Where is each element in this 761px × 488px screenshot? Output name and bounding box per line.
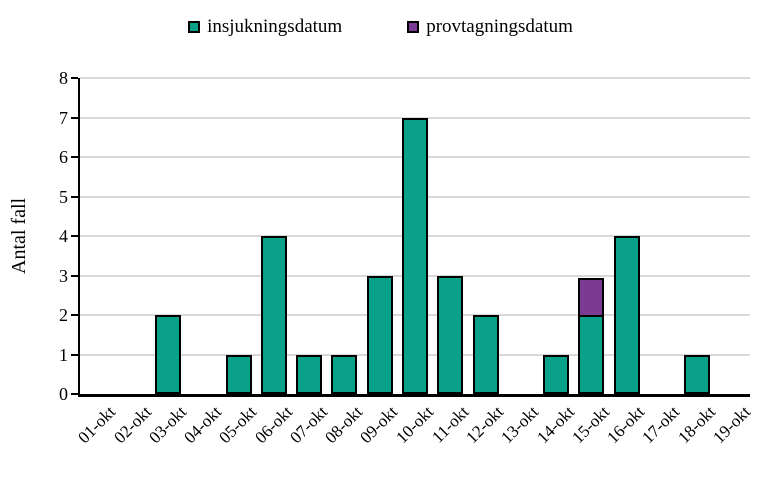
y-axis-line <box>78 78 80 397</box>
x-axis-label: 15-okt <box>568 402 614 448</box>
x-axis-label: 04-okt <box>180 402 226 448</box>
bar-insjukningsdatum-14-okt <box>543 354 570 394</box>
legend-swatch-insjukningsdatum <box>188 21 201 33</box>
x-axis-label: 13-okt <box>497 402 543 448</box>
x-axis-label: 11-okt <box>427 402 472 447</box>
x-axis-label: 03-okt <box>145 402 190 448</box>
y-tick-label: 2 <box>59 305 68 325</box>
y-tick-label: 0 <box>59 384 68 404</box>
bar-insjukningsdatum-10-okt <box>402 117 428 394</box>
y-tick-mark <box>71 393 78 395</box>
y-tick-mark <box>71 156 78 158</box>
bar-insjukningsdatum-08-okt <box>331 354 358 394</box>
x-axis-label: 19-okt <box>709 402 755 448</box>
y-tick-mark <box>71 274 78 277</box>
y-tick-label: 4 <box>59 226 68 246</box>
legend-label-insjukningsdatum: insjukningsdatum <box>207 16 343 37</box>
y-tick-label: 8 <box>59 68 68 88</box>
y-tick-label: 1 <box>59 344 68 365</box>
legend-label-provtagningsdatum: provtagningsdatum <box>426 16 573 37</box>
y-tick-mark <box>71 235 78 237</box>
bar-insjukningsdatum-07-okt <box>296 354 323 394</box>
x-axis-label: 07-okt <box>286 402 331 448</box>
legend-swatch-provtagningsdatum <box>407 21 420 33</box>
x-axis-label: 10-okt <box>391 402 437 448</box>
legend-item-provtagningsdatum: provtagningsdatum <box>407 16 573 38</box>
x-axis-label: 05-okt <box>215 402 261 448</box>
x-axis-label: 06-okt <box>250 402 296 448</box>
y-tick-mark <box>71 195 78 198</box>
legend-item-insjukningsdatum: insjukningsdatum <box>188 16 342 38</box>
bar-insjukningsdatum-05-okt <box>225 354 252 394</box>
x-axis-label: 01-okt <box>74 402 120 448</box>
bar-insjukningsdatum-18-okt <box>684 354 711 394</box>
x-axis-label: 09-okt <box>356 402 402 448</box>
bar-insjukningsdatum-03-okt <box>155 315 182 394</box>
bar-insjukningsdatum-12-okt <box>472 315 499 394</box>
bar-insjukningsdatum-06-okt <box>260 236 287 394</box>
y-tick-mark <box>71 77 78 79</box>
x-axis-label: 08-okt <box>321 402 367 448</box>
x-axis-label: 02-okt <box>109 402 155 448</box>
bar-provtagningsdatum-15-okt <box>578 277 605 317</box>
bar-insjukningsdatum-15-okt <box>578 315 605 394</box>
y-tick-mark <box>71 353 78 356</box>
y-axis-title: Antal fall <box>8 197 30 275</box>
y-tick-label: 3 <box>59 265 68 286</box>
y-tick-label: 5 <box>59 186 68 207</box>
x-axis-label: 17-okt <box>638 402 684 448</box>
y-tick-label: 6 <box>59 147 68 167</box>
bar-insjukningsdatum-11-okt <box>437 275 464 394</box>
x-axis-label: 16-okt <box>603 402 649 448</box>
legend: insjukningsdatum provtagningsdatum <box>0 16 761 38</box>
x-axis-label: 18-okt <box>674 402 719 448</box>
x-axis-label: 12-okt <box>462 402 508 448</box>
y-tick-label: 7 <box>59 107 68 128</box>
bar-insjukningsdatum-16-okt <box>613 236 640 394</box>
gridline <box>80 77 750 79</box>
y-tick-mark <box>71 314 78 316</box>
x-axis-label: 14-okt <box>532 402 578 448</box>
y-tick-mark <box>71 116 78 119</box>
bar-insjukningsdatum-09-okt <box>366 275 393 394</box>
x-axis-line <box>78 394 750 397</box>
